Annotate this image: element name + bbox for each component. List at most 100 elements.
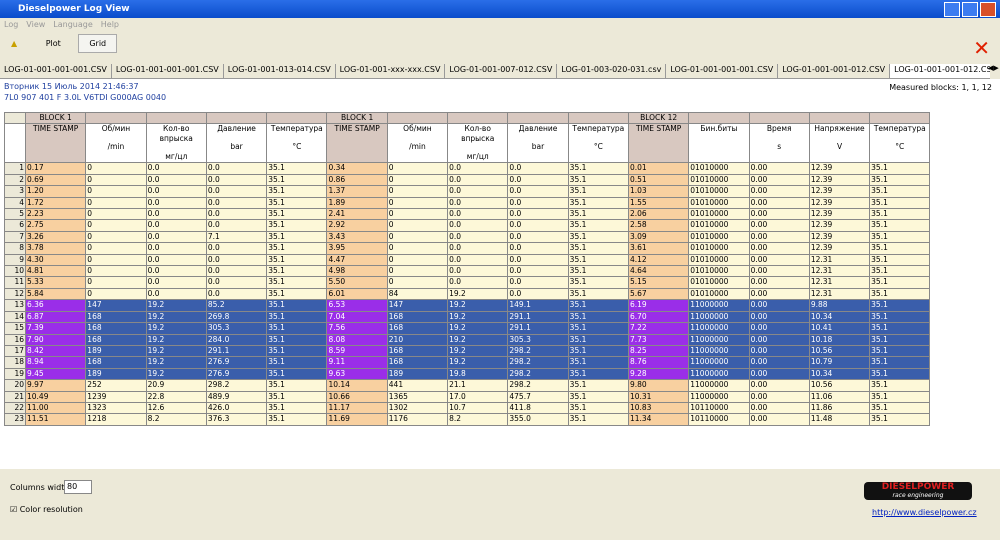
- file-tab[interactable]: LOG-01-001-001-001.CSV: [666, 64, 779, 78]
- file-tab[interactable]: LOG-01-001-001-012.CSV: [890, 64, 990, 78]
- data-row[interactable]: 20 9.97 252 20.9 298.2 35.1 10.14 441 21.1 298.2 3…: [4, 379, 931, 392]
- menu-item[interactable]: Language: [53, 20, 93, 29]
- menu-item[interactable]: Help: [100, 20, 120, 29]
- cell: 4.12: [627, 253, 690, 267]
- cell: 1.55: [627, 196, 690, 210]
- cell: 10.83: [627, 401, 690, 415]
- file-tab[interactable]: LOG-01-003-020-031.csv: [557, 64, 667, 78]
- row-number: 5: [4, 208, 26, 221]
- menu-item[interactable]: Log: [4, 20, 19, 29]
- block-header: [748, 111, 810, 125]
- window-controls[interactable]: [942, 2, 996, 24]
- tab-scroll[interactable]: ◀▶: [988, 64, 999, 72]
- column-header: Температура °C: [266, 123, 328, 164]
- cell: 35.1: [266, 401, 328, 415]
- data-row[interactable]: 14 6.87 168 19.2 269.8 35.1 7.04 168 19.2 291.1 35…: [4, 310, 931, 324]
- grid-button[interactable]: Grid: [78, 34, 118, 53]
- data-row[interactable]: 12 5.84 0 0.0 0.0 35.1 6.01 84 19.2 0.0 35.1 5.67 01…: [4, 287, 931, 301]
- cell: 19.2: [145, 356, 207, 369]
- cell: 0.0: [205, 196, 268, 210]
- cell: 0.0: [447, 173, 509, 187]
- cell: 19.2: [447, 356, 509, 369]
- data-row[interactable]: 11 5.33 0 0.0 0.0 35.1 5.50 0 0.0 0.0 35.1 5.15 0101…: [4, 276, 931, 289]
- data-row[interactable]: 7 3.26 0 0.0 7.1 35.1 3.43 0 0.0 0.0 35.1 3.09 01010…: [4, 230, 931, 244]
- cell: 3.95: [326, 242, 388, 255]
- cell: 0.34: [326, 162, 388, 175]
- data-row[interactable]: 16 7.90 168 19.2 284.0 35.1 8.08 210 19.2 305.3 35…: [4, 333, 931, 346]
- column-header: Об/мин/min: [386, 123, 449, 164]
- columns-width-input[interactable]: 80: [64, 480, 92, 494]
- data-row[interactable]: 4 1.72 0 0.0 0.0 35.1 1.89 0 0.0 0.0 35.1 1.55 01010…: [4, 196, 931, 210]
- data-row[interactable]: 21 10.49 1239 22.8 489.9 35.1 10.66 1365 17.0 475…: [4, 390, 931, 403]
- cell: 35.1: [869, 173, 931, 187]
- block-header: BLOCK 12: [627, 111, 690, 125]
- block-header: [869, 111, 931, 125]
- menu-item[interactable]: View: [26, 20, 46, 29]
- data-row[interactable]: 8 3.78 0 0.0 0.0 35.1 3.95 0 0.0 0.0 35.1 3.61 01010…: [4, 242, 931, 255]
- data-grid: BLOCK 1 BLOCK 1 BLOCK 12 TIME STAMP Об/мин/m…: [4, 111, 931, 426]
- file-tab[interactable]: LOG-01-001-007-012.CSV: [445, 64, 558, 78]
- data-row[interactable]: 17 8.42 189 19.2 291.1 35.1 8.59 168 19.2 298.2 35…: [4, 344, 931, 358]
- file-tab[interactable]: LOG-01-001-001-001.CSV: [112, 64, 224, 78]
- cell: 01010000: [688, 196, 750, 210]
- cell: 10.56: [808, 344, 871, 358]
- cell: 0.0: [205, 219, 268, 232]
- data-row[interactable]: 3 1.20 0 0.0 0.0 35.1 1.37 0 0.0 0.0 35.1 1.03 01010…: [4, 185, 931, 198]
- data-row[interactable]: 5 2.23 0 0.0 0.0 35.1 2.41 0 0.0 0.0 35.1 2.06 01010…: [4, 208, 931, 221]
- cell: 168: [85, 356, 147, 369]
- cell: 0.00: [748, 322, 810, 335]
- data-row[interactable]: 9 4.30 0 0.0 0.0 35.1 4.47 0 0.0 0.0 35.1 4.12 01010…: [4, 253, 931, 267]
- data-row[interactable]: 15 7.39 168 19.2 305.3 35.1 7.56 168 19.2 291.1 35…: [4, 322, 931, 335]
- cell: 0.69: [24, 173, 87, 187]
- cell: 20.9: [145, 379, 207, 392]
- data-row[interactable]: 1 0.17 0 0.0 0.0 35.1 0.34 0 0.0 0.0 35.1 0.01 01010…: [4, 162, 931, 175]
- cell: 11000000: [688, 333, 750, 346]
- data-row[interactable]: 10 4.81 0 0.0 0.0 35.1 4.98 0 0.0 0.0 35.1 4.64 0101…: [4, 265, 931, 278]
- cell: 19.2: [447, 299, 509, 312]
- cell: 276.9: [205, 356, 268, 369]
- data-row[interactable]: 6 2.75 0 0.0 0.0 35.1 2.92 0 0.0 0.0 35.1 2.58 01010…: [4, 219, 931, 232]
- data-row[interactable]: 13 6.36 147 19.2 85.2 35.1 6.53 147 19.2 149.1 35.…: [4, 299, 931, 312]
- cell: 8.59: [326, 344, 388, 358]
- plot-button[interactable]: Plot: [45, 39, 61, 48]
- data-row[interactable]: 22 11.00 1323 12.6 426.0 35.1 11.17 1302 10.7 411…: [4, 401, 931, 415]
- cell: 11000000: [688, 310, 750, 324]
- file-tab[interactable]: LOG-01-001-xxx-xxx.CSV: [336, 64, 446, 78]
- cell: 7.90: [24, 333, 87, 346]
- cell: 210: [386, 333, 449, 346]
- cell: 0.0: [205, 287, 268, 301]
- cell: 4.81: [24, 265, 87, 278]
- cell: 35.1: [266, 390, 328, 403]
- data-row[interactable]: 2 0.69 0 0.0 0.0 35.1 0.86 0 0.0 0.0 35.1 0.51 01010…: [4, 173, 931, 187]
- cell: 291.1: [205, 344, 268, 358]
- cell: 01010000: [688, 287, 750, 301]
- column-name: Температура: [572, 124, 625, 134]
- close-button[interactable]: ✕: [973, 36, 990, 60]
- open-button[interactable]: ▲: [11, 39, 18, 48]
- cell: 376.3: [205, 413, 268, 426]
- cell: 0.00: [748, 162, 810, 175]
- cell: 0.0: [507, 242, 569, 255]
- cell: 0.0: [145, 242, 207, 255]
- file-tab[interactable]: LOG-01-001-001-001.CSV: [0, 64, 112, 78]
- data-row[interactable]: 18 8.94 168 19.2 276.9 35.1 9.11 168 19.2 298.2 35…: [4, 356, 931, 369]
- cell: 6.53: [326, 299, 388, 312]
- file-tab[interactable]: LOG-01-001-013-014.CSV: [224, 64, 336, 78]
- cell: 35.1: [869, 162, 931, 175]
- cell: 168: [386, 356, 449, 369]
- data-row[interactable]: 23 11.51 1218 8.2 376.3 35.1 11.69 1176 8.2 355.0…: [4, 413, 931, 426]
- cell: 01010000: [688, 219, 750, 232]
- cell: 298.2: [507, 356, 569, 369]
- cell: 411.8: [507, 401, 569, 415]
- column-unit: °C: [292, 142, 302, 152]
- cell: 35.1: [567, 299, 629, 312]
- color-resolution-checkbox[interactable]: ☑ Color resolution: [10, 505, 83, 514]
- column-unit: °C: [593, 142, 603, 152]
- website-link[interactable]: http://www.dieselpower.cz: [872, 508, 977, 517]
- data-row[interactable]: 19 9.45 189 19.2 276.9 35.1 9.63 189 19.8 298.2 35…: [4, 367, 931, 381]
- cell: 9.45: [24, 367, 87, 381]
- column-header: Давление bar: [507, 123, 569, 164]
- cell: 35.1: [869, 401, 931, 415]
- cell: 35.1: [869, 390, 931, 403]
- file-tab[interactable]: LOG-01-001-001-012.CSV: [778, 64, 891, 78]
